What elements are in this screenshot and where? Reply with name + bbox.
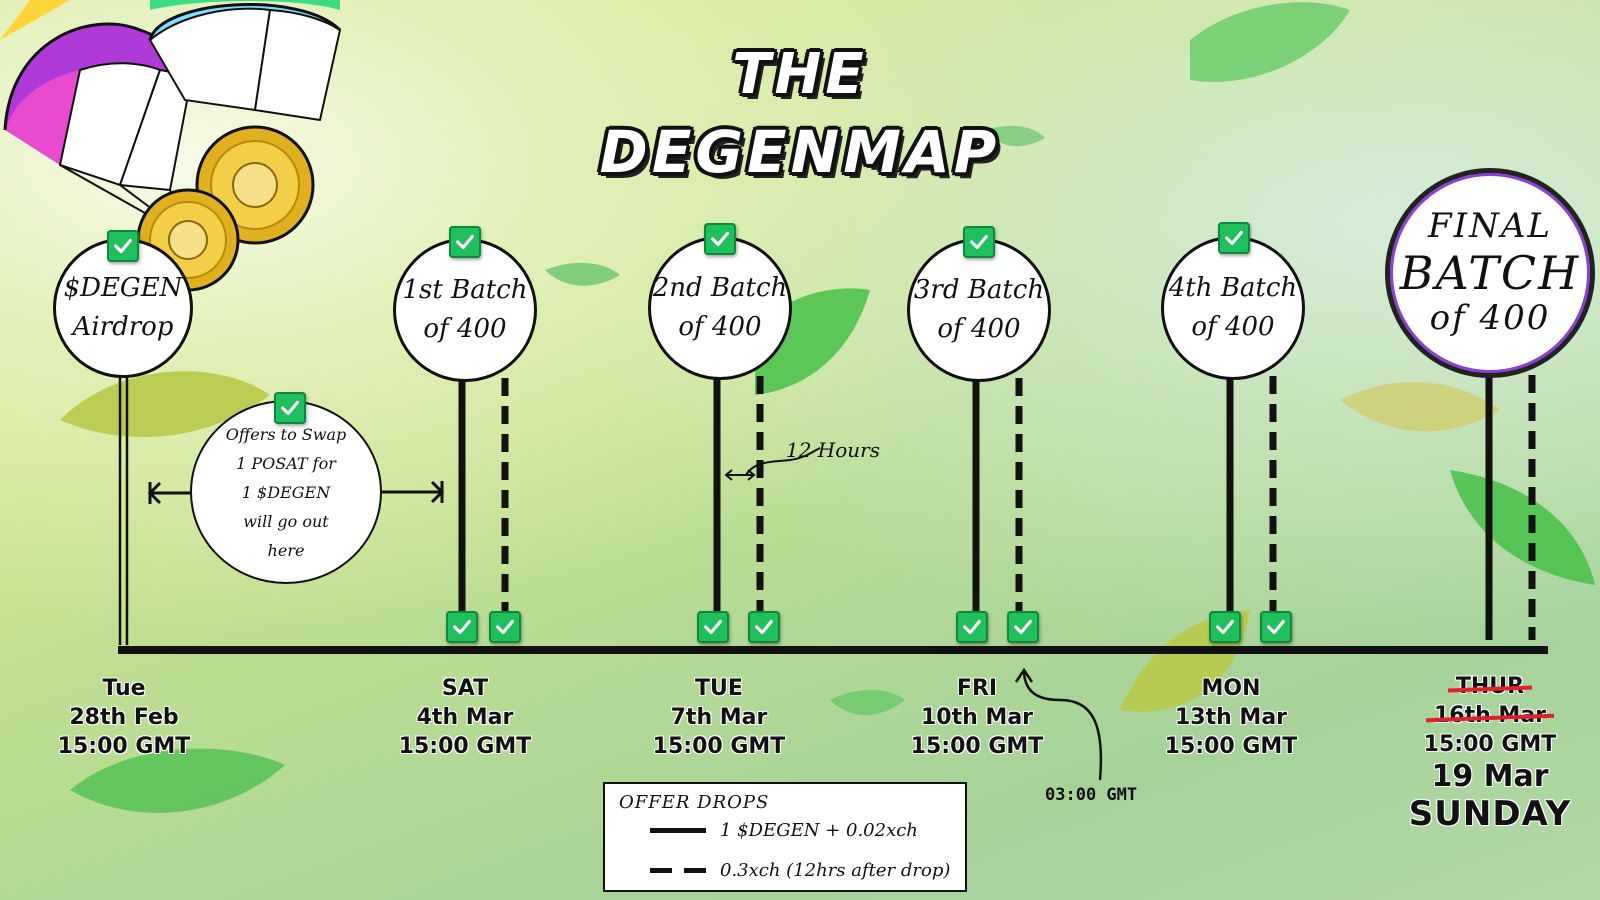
- milestone-label: BATCH: [1399, 245, 1581, 300]
- arrow-icon: [1014, 667, 1103, 781]
- legend-label: 1 $DEGEN + 0.02xch: [720, 820, 918, 841]
- checkmark-icon: [748, 611, 780, 643]
- milestone-label: 2nd Batch: [652, 273, 788, 303]
- milestone-label: of 400: [678, 312, 762, 342]
- milestone-label: of 400: [1429, 298, 1551, 339]
- page-title-line1: THE: [732, 42, 868, 107]
- date-time: 15:00 GMT: [910, 734, 1044, 759]
- swap-note-line: will go out: [243, 511, 329, 531]
- date-date: 7th Mar: [670, 705, 768, 730]
- checkmark-icon: [1218, 222, 1250, 254]
- leaf-icon: [60, 2, 1595, 813]
- date-airdrop: Tue 28th Feb 15:00 GMT: [24, 674, 224, 761]
- milestone-final-batch: FINAL BATCH of 400: [1385, 168, 1595, 378]
- date-batch-1: SAT 4th Mar 15:00 GMT: [365, 674, 565, 761]
- checkmark-icon: [697, 611, 729, 643]
- date-day: MON: [1201, 676, 1261, 701]
- arrow-icon: [724, 447, 821, 481]
- date-time: 15:00 GMT: [652, 734, 786, 759]
- checkmark-icon: [963, 226, 995, 258]
- legend-label: 0.3xch (12hrs after drop): [720, 860, 951, 881]
- date-date: 10th Mar: [920, 705, 1034, 730]
- milestone-label: 3rd Batch: [913, 275, 1045, 305]
- milestone-label: 4th Batch: [1168, 273, 1298, 303]
- checkmark-icon: [1209, 611, 1241, 643]
- checkmark-icon: [1260, 611, 1292, 643]
- milestone-label: of 400: [423, 314, 507, 344]
- checkmark-icon: [274, 392, 306, 424]
- time-note: 03:00 GMT: [1045, 785, 1138, 805]
- date-time: 15:00 GMT: [57, 734, 191, 759]
- date-batch-2: TUE 7th Mar 15:00 GMT: [619, 674, 819, 761]
- arrow-icon: [147, 480, 445, 505]
- date-time: 15:00 GMT: [1423, 732, 1557, 757]
- date-new-day: SUNDAY: [1408, 794, 1572, 834]
- date-batch-4: MON 13th Mar 15:00 GMT: [1131, 674, 1331, 761]
- parachute-icon: [148, 0, 342, 122]
- milestone-label: $DEGEN: [63, 273, 183, 303]
- date-new-date: 19 Mar: [1431, 759, 1549, 794]
- date-time: 15:00 GMT: [398, 734, 532, 759]
- milestone-label: Airdrop: [72, 312, 174, 342]
- milestone-label: of 400: [1191, 312, 1275, 342]
- date-old-date: 16th Mar: [1433, 703, 1547, 728]
- swap-note-line: Offers to Swap: [225, 424, 347, 444]
- milestone-batch-2: 2nd Batch of 400: [648, 236, 792, 380]
- date-old-day: THUR: [1455, 674, 1525, 699]
- checkmark-icon: [956, 611, 988, 643]
- date-date: 28th Feb: [69, 705, 179, 730]
- legend-row-dashed: 0.3xch (12hrs after drop): [650, 860, 950, 881]
- swap-note-line: here: [267, 540, 305, 560]
- legend-title: OFFER DROPS: [619, 792, 770, 813]
- milestone-batch-1: 1st Batch of 400: [393, 238, 537, 382]
- checkmark-icon: [704, 223, 736, 255]
- milestone-label: FINAL: [1428, 206, 1552, 247]
- dashed-line-swatch: [650, 868, 706, 873]
- legend: OFFER DROPS 1 $DEGEN + 0.02xch 0.3xch (1…: [603, 782, 967, 892]
- date-time: 15:00 GMT: [1164, 734, 1298, 759]
- swap-note: Offers to Swap 1 POSAT for 1 $DEGEN will…: [190, 400, 382, 584]
- date-date: 4th Mar: [416, 705, 514, 730]
- date-final: THUR 16th Mar 15:00 GMT 19 Mar SUNDAY: [1390, 672, 1590, 833]
- milestone-label: 1st Batch: [402, 275, 528, 305]
- date-batch-3: FRI 10th Mar 15:00 GMT: [877, 674, 1077, 761]
- date-date: 13th Mar: [1174, 705, 1288, 730]
- date-day: SAT: [441, 676, 489, 701]
- milestone-label: of 400: [937, 314, 1021, 344]
- milestone-batch-4: 4th Batch of 400: [1161, 236, 1305, 380]
- swap-note-line: 1 POSAT for: [236, 453, 336, 473]
- solid-line-swatch: [650, 828, 706, 833]
- swap-note-line: 1 $DEGEN: [241, 482, 331, 502]
- date-day: Tue: [102, 676, 146, 701]
- date-day: TUE: [695, 676, 743, 701]
- checkmark-icon: [107, 230, 139, 262]
- page-title-line2: DEGENMAP: [599, 118, 1001, 186]
- legend-row-solid: 1 $DEGEN + 0.02xch: [650, 820, 918, 841]
- milestone-batch-3: 3rd Batch of 400: [907, 238, 1051, 382]
- checkmark-icon: [449, 226, 481, 258]
- checkmark-icon: [446, 611, 478, 643]
- checkmark-icon: [1007, 611, 1039, 643]
- date-day: FRI: [956, 676, 998, 701]
- checkmark-icon: [489, 611, 521, 643]
- interval-note: 12 Hours: [786, 438, 880, 462]
